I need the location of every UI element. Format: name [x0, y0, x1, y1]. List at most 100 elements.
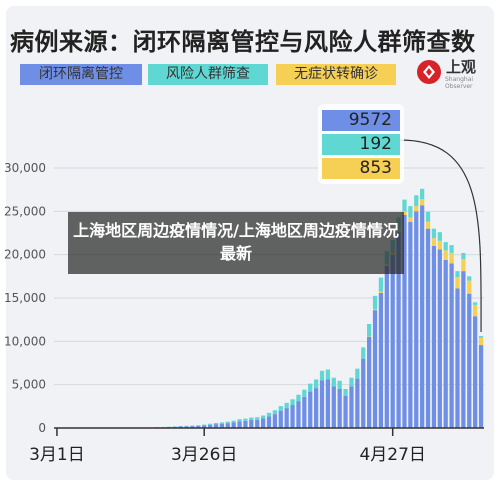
bar-segment	[314, 379, 319, 389]
bar-segment	[202, 424, 207, 426]
logo-text: 上观	[446, 58, 477, 76]
bar-segment	[249, 420, 254, 428]
bar-segment	[196, 425, 201, 428]
bar-segment	[443, 242, 448, 251]
bar-segment	[449, 263, 454, 428]
bar-segment	[325, 369, 331, 380]
y-tick-label: 20,000	[4, 248, 46, 262]
bar-segment	[231, 422, 236, 428]
y-tick-label: 0	[38, 421, 46, 435]
bar-segment	[461, 259, 466, 272]
bar-segment	[378, 292, 384, 428]
shangguan-logo: 上观 Shanghai Observer	[416, 56, 488, 92]
annotation-risk-screening: 192	[322, 134, 400, 155]
y-tick-label: 5,000	[12, 378, 46, 392]
bar-segment	[437, 240, 442, 250]
bar-segment	[431, 238, 437, 246]
chart-title: 病例来源：闭环隔离管控与风险人群筛查数	[10, 28, 476, 56]
bar-segment	[284, 408, 289, 428]
bar-segment	[213, 422, 219, 425]
x-tick-label: 4月27日	[359, 445, 425, 465]
bar-segment	[196, 425, 201, 426]
bar-segment	[361, 347, 366, 359]
bar-segment	[255, 419, 260, 428]
bar-segment	[237, 419, 242, 422]
bar-segment	[337, 380, 342, 389]
bar-segment	[290, 399, 295, 406]
annotation-asymptomatic: 853	[322, 158, 400, 179]
bar-segment	[308, 391, 313, 428]
bar-segment	[425, 228, 431, 428]
bar-segment	[243, 418, 248, 421]
bar-segment	[414, 195, 419, 207]
bar-segment	[408, 206, 413, 218]
bar-segment	[302, 389, 307, 397]
bar-segment	[219, 423, 224, 428]
bar-segment	[449, 245, 454, 253]
bar-segment	[467, 276, 472, 281]
bar-segment	[349, 377, 354, 387]
bar-segment	[190, 426, 195, 428]
bar-segment	[190, 425, 195, 427]
bar-segment	[420, 199, 425, 206]
bar-segment	[402, 214, 407, 428]
logo-subtitle: Shanghai Observer	[445, 76, 474, 90]
bar-segment	[266, 412, 272, 417]
bar-segment	[367, 324, 372, 337]
bar-segment	[478, 345, 484, 428]
bar-segment	[331, 377, 336, 387]
bar-segment	[378, 277, 384, 292]
bar-segment	[278, 406, 283, 411]
bar-segment	[319, 370, 325, 381]
bar-segment	[378, 291, 384, 293]
bar-segment	[349, 386, 354, 428]
bar-segment	[337, 389, 342, 428]
bar-segment	[431, 246, 437, 428]
bar-segment	[260, 415, 266, 419]
annotation-leader-line	[399, 139, 482, 332]
y-tick-label: 30,000	[4, 161, 46, 175]
bar-segment	[325, 379, 331, 428]
bar-segment	[372, 309, 378, 311]
bar-segment	[402, 199, 407, 212]
bar-segment	[302, 396, 307, 428]
bar-segment	[455, 271, 460, 278]
bar-segment	[213, 424, 219, 428]
bar-segment	[272, 410, 278, 415]
bar-segment	[202, 425, 207, 428]
legend-closed-loop: 闭环隔离管控	[20, 64, 142, 85]
bar-segment	[178, 426, 183, 428]
bar-segment	[184, 426, 189, 428]
x-tick-label: 3月26日	[171, 445, 237, 465]
bar-segment	[455, 277, 460, 289]
bar-segment	[455, 288, 460, 428]
bar-segment	[219, 422, 224, 424]
bar-segment	[372, 310, 378, 428]
annotation-closed-loop: 9572	[322, 110, 400, 131]
bar-segment	[225, 421, 230, 424]
bar-segment	[249, 417, 254, 421]
bar-segment	[473, 302, 478, 305]
bar-segment	[319, 380, 325, 428]
bar-segment	[420, 205, 425, 428]
bar-segment	[425, 221, 431, 229]
bar-segment	[467, 293, 472, 428]
bar-segment	[284, 402, 289, 409]
bar-segment	[461, 271, 466, 428]
bar-segment	[414, 211, 419, 428]
bar-segment	[355, 378, 360, 428]
bar-segment	[425, 211, 431, 222]
bar-segment	[437, 249, 442, 428]
bar-segment	[473, 304, 478, 317]
bar-segment	[290, 405, 295, 428]
bar-segment	[431, 228, 437, 239]
bar-segment	[243, 420, 248, 428]
bar-segment	[272, 414, 278, 428]
bar-segment	[225, 423, 230, 428]
bar-segment	[260, 418, 266, 428]
bar-segment	[266, 416, 272, 428]
legend-asymptomatic: 无症状转确诊	[276, 64, 396, 85]
bar-segment	[314, 388, 319, 428]
bar-segment	[437, 232, 442, 241]
bar-segment	[390, 254, 395, 428]
